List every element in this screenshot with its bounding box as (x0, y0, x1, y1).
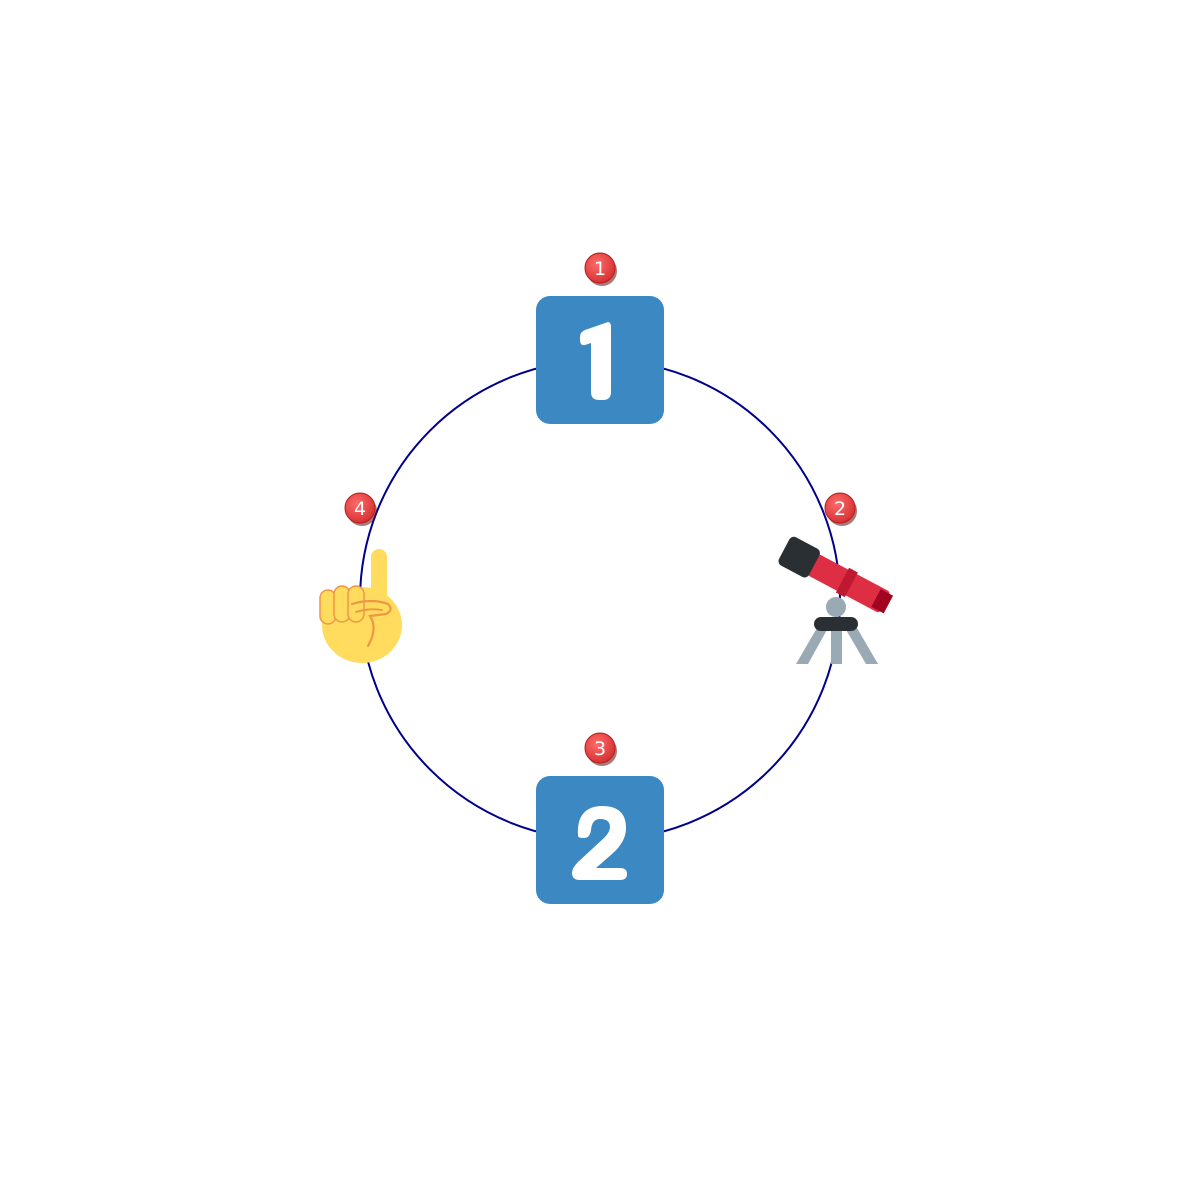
cycle-ring (359, 359, 841, 841)
step-badge-3-label: 3 (594, 738, 606, 760)
node-1: 1 (536, 252, 664, 424)
telescope-icon (778, 536, 894, 664)
keycap-2-icon (536, 776, 664, 904)
node-4: 4 (319, 492, 402, 663)
step-badge-2: 2 (824, 492, 857, 526)
index-pointing-up-icon (319, 549, 402, 663)
node-2: 2 (778, 492, 894, 664)
step-badge-2-label: 2 (834, 498, 846, 520)
keycap-1-icon (536, 296, 664, 424)
node-3: 3 (536, 732, 664, 904)
step-badge-1-label: 1 (594, 258, 606, 280)
step-badge-3: 3 (584, 732, 617, 766)
step-badge-1: 1 (584, 252, 617, 286)
step-badge-4-label: 4 (354, 498, 366, 520)
step-badge-4: 4 (344, 492, 377, 526)
